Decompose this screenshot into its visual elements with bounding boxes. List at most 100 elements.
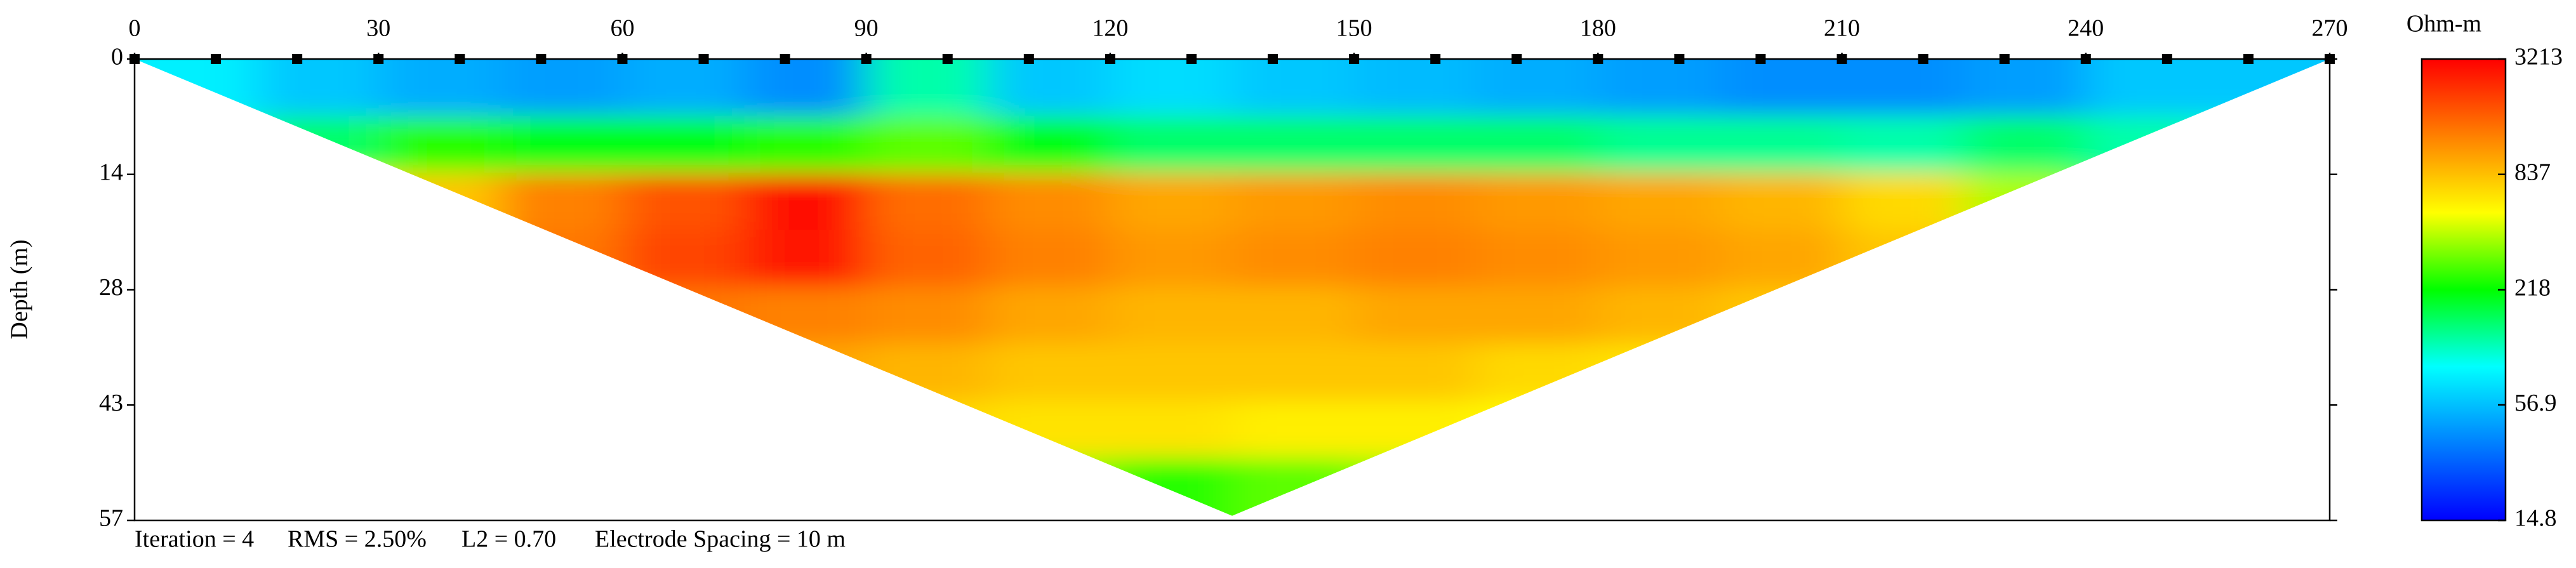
cell bbox=[2207, 229, 2330, 287]
x-tick-label: 180 bbox=[1580, 15, 1616, 42]
cell bbox=[1720, 116, 1843, 174]
cell bbox=[1110, 173, 1233, 230]
electrode bbox=[2161, 54, 2172, 64]
x-tick-label: 240 bbox=[2068, 15, 2104, 42]
cell bbox=[2085, 229, 2208, 287]
cell bbox=[1354, 457, 1477, 516]
electrode bbox=[1836, 54, 1847, 64]
cell bbox=[2207, 286, 2330, 344]
electrode bbox=[455, 54, 465, 64]
cell bbox=[988, 59, 1111, 117]
electrode bbox=[1023, 54, 1034, 64]
electrode bbox=[373, 54, 384, 64]
cell bbox=[988, 343, 1111, 401]
cell bbox=[1963, 173, 2087, 230]
y-axis-label: Depth (m) bbox=[6, 239, 33, 339]
cell bbox=[1354, 400, 1477, 458]
cell bbox=[1110, 286, 1233, 344]
cell bbox=[1476, 400, 1599, 458]
cell bbox=[1963, 229, 2087, 287]
cell bbox=[256, 286, 380, 344]
cell bbox=[1598, 229, 1721, 287]
cell bbox=[2207, 116, 2330, 174]
cell bbox=[500, 343, 623, 401]
annotation: L2 = 0.70 bbox=[461, 526, 556, 553]
electrode bbox=[1430, 54, 1441, 64]
cell bbox=[2207, 59, 2330, 117]
cell bbox=[2085, 343, 2208, 401]
electrode bbox=[1186, 54, 1197, 64]
cell bbox=[1354, 116, 1477, 174]
cell bbox=[1598, 400, 1721, 458]
cell bbox=[866, 457, 989, 516]
cell bbox=[744, 400, 867, 458]
cell bbox=[1963, 116, 2087, 174]
annotation: RMS = 2.50% bbox=[288, 526, 427, 553]
cell bbox=[1354, 173, 1477, 230]
electrode bbox=[211, 54, 222, 64]
cell bbox=[500, 59, 623, 117]
cell bbox=[500, 229, 623, 287]
x-tick-label: 120 bbox=[1092, 15, 1128, 42]
cell bbox=[1720, 286, 1843, 344]
cell bbox=[866, 59, 989, 117]
cell bbox=[1963, 286, 2087, 344]
cell bbox=[988, 229, 1111, 287]
y-tick-label: 43 bbox=[99, 390, 123, 416]
x-tick-label: 30 bbox=[366, 15, 390, 42]
cell bbox=[256, 229, 380, 287]
cell bbox=[1232, 400, 1355, 458]
cell bbox=[2085, 116, 2208, 174]
cell bbox=[866, 400, 989, 458]
cell bbox=[1354, 229, 1477, 287]
electrode bbox=[1511, 54, 1522, 64]
cell bbox=[500, 173, 623, 230]
cell bbox=[866, 343, 989, 401]
cell bbox=[1232, 59, 1355, 117]
cell bbox=[378, 116, 501, 174]
cell bbox=[1354, 343, 1477, 401]
electrode bbox=[1755, 54, 1766, 64]
colorbar-tick-label: 837 bbox=[2514, 159, 2551, 185]
cell bbox=[2085, 286, 2208, 344]
electrode bbox=[942, 54, 953, 64]
cell bbox=[1598, 59, 1721, 117]
cell bbox=[1110, 457, 1233, 516]
cell bbox=[1842, 229, 1965, 287]
cell bbox=[1842, 457, 1965, 516]
cell bbox=[256, 343, 380, 401]
cell bbox=[2085, 457, 2208, 516]
colorbar-tick-label: 14.8 bbox=[2514, 505, 2557, 532]
cell bbox=[1598, 116, 1721, 174]
cell bbox=[1476, 457, 1599, 516]
cells bbox=[135, 59, 2330, 516]
cell bbox=[988, 173, 1111, 230]
cell bbox=[1110, 116, 1233, 174]
cell bbox=[1720, 229, 1843, 287]
annotation: Iteration = 4 bbox=[135, 526, 254, 553]
cell bbox=[1963, 343, 2087, 401]
cell bbox=[622, 343, 745, 401]
cell bbox=[744, 116, 867, 174]
cell bbox=[988, 400, 1111, 458]
x-tick-label: 0 bbox=[129, 15, 141, 42]
cell bbox=[1720, 457, 1843, 516]
electrode bbox=[1593, 54, 1603, 64]
cell bbox=[1720, 173, 1843, 230]
x-tick-label: 210 bbox=[1824, 15, 1860, 42]
cell bbox=[135, 59, 258, 117]
cell bbox=[866, 116, 989, 174]
cell bbox=[256, 173, 380, 230]
cell bbox=[378, 59, 501, 117]
cell bbox=[866, 173, 989, 230]
electrode bbox=[2243, 54, 2254, 64]
cell bbox=[256, 116, 380, 174]
cell bbox=[1232, 173, 1355, 230]
cell bbox=[2085, 400, 2208, 458]
electrode bbox=[861, 54, 872, 64]
cell bbox=[2207, 457, 2330, 516]
cell bbox=[1110, 59, 1233, 117]
cell bbox=[1720, 343, 1843, 401]
cell bbox=[1842, 116, 1965, 174]
